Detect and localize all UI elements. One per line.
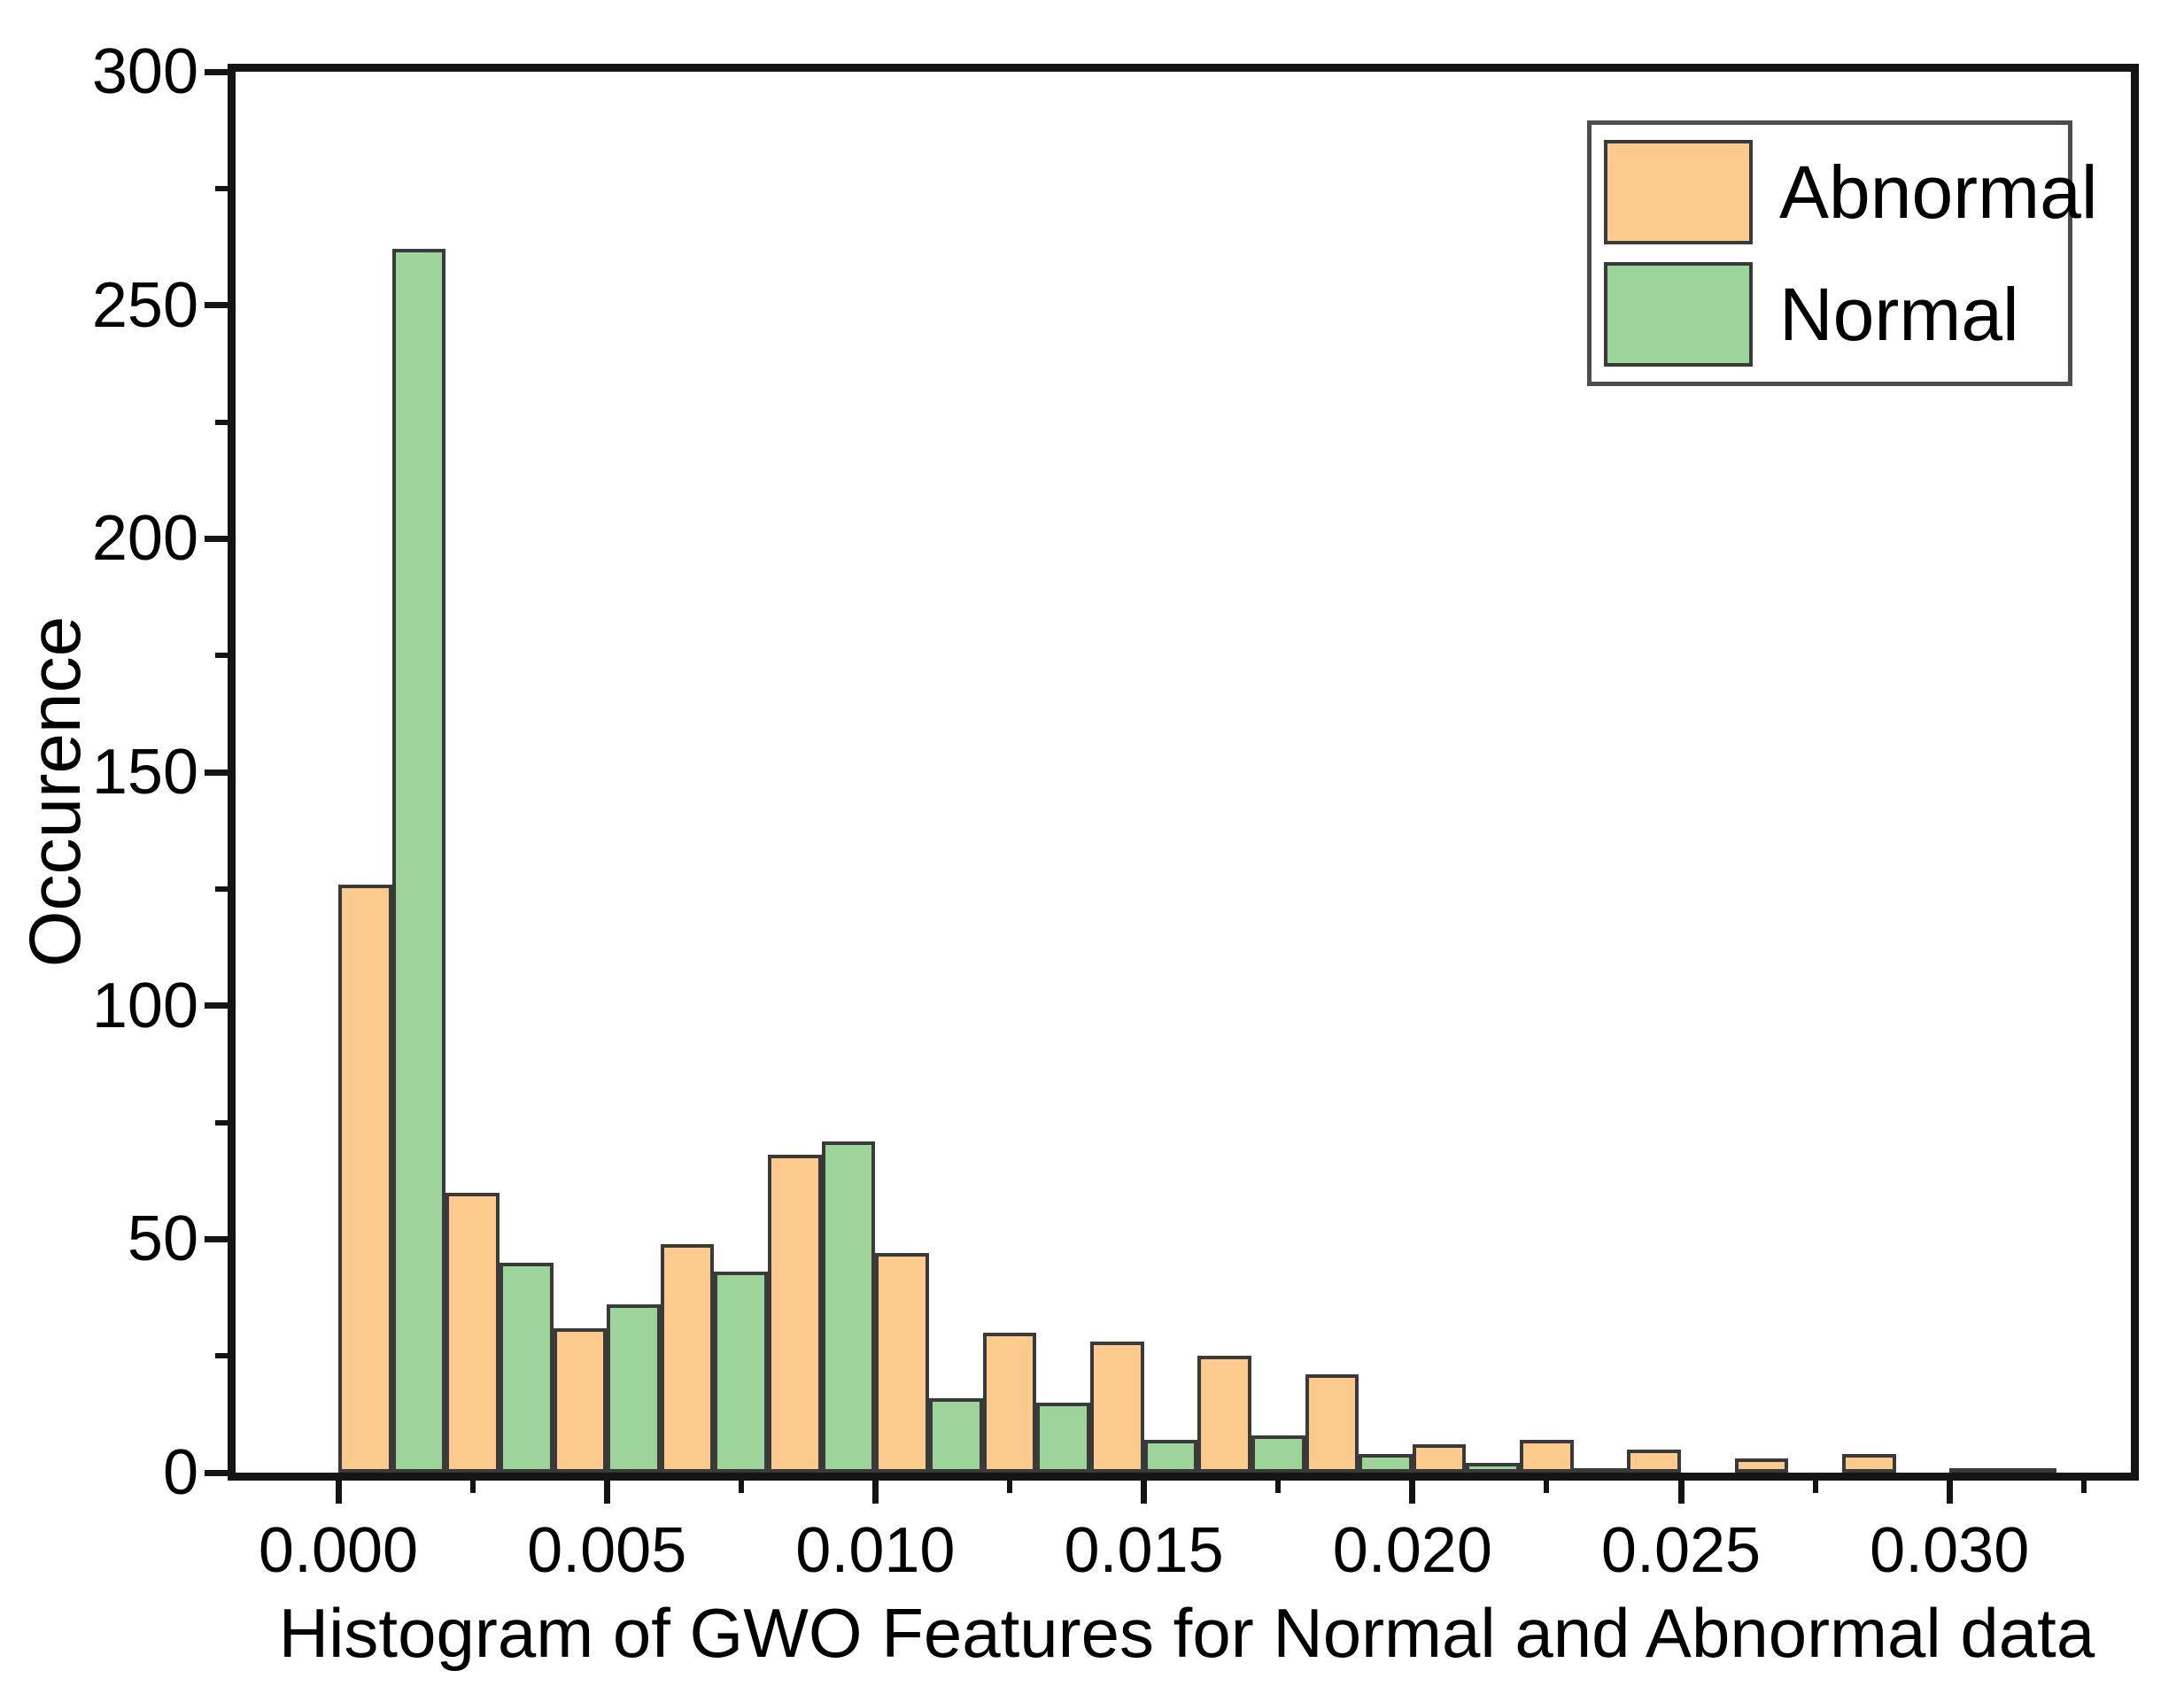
bar-normal-2	[607, 1304, 661, 1473]
x-major-tick	[871, 1481, 879, 1504]
x-minor-tick	[1812, 1481, 1818, 1493]
x-major-tick	[603, 1481, 610, 1504]
legend-label-normal: Normal	[1779, 273, 2019, 356]
x-major-tick	[1946, 1481, 1953, 1504]
y-tick-label: 100	[91, 970, 198, 1041]
bar-normal-11	[1573, 1467, 1628, 1475]
bar-abnormal-15	[1949, 1467, 2003, 1475]
bar-normal-1	[499, 1262, 554, 1473]
x-tick-label: 0.030	[1870, 1515, 2030, 1586]
x-tick-label: 0.025	[1600, 1515, 1762, 1586]
bar-normal-4	[821, 1141, 876, 1473]
x-major-tick	[1141, 1481, 1148, 1504]
bar-normal-10	[1466, 1463, 1521, 1473]
y-minor-tick	[215, 653, 228, 659]
legend-box: Abnormal Normal	[1587, 120, 2098, 386]
x-tick-label: 0.020	[1332, 1515, 1492, 1586]
y-minor-tick	[215, 1353, 228, 1359]
bar-normal-7	[1143, 1440, 1198, 1473]
x-minor-tick	[1275, 1481, 1282, 1493]
x-tick-label: 0.000	[258, 1515, 419, 1586]
legend-swatch-abnormal	[1604, 140, 1753, 244]
y-major-tick	[205, 1235, 228, 1242]
bar-normal-3	[714, 1272, 769, 1473]
y-tick-label: 200	[91, 503, 198, 575]
x-minor-tick	[1007, 1481, 1012, 1493]
y-minor-tick	[215, 185, 228, 191]
x-tick-label: 0.010	[795, 1515, 956, 1586]
y-tick-label: 250	[91, 269, 198, 341]
y-major-tick	[205, 769, 228, 776]
y-major-tick	[205, 1002, 228, 1009]
x-major-tick	[335, 1481, 342, 1504]
y-minor-tick	[215, 886, 228, 892]
bar-abnormal-3	[660, 1243, 715, 1473]
bar-abnormal-8	[1197, 1356, 1251, 1473]
bar-normal-9	[1359, 1453, 1413, 1473]
x-major-tick	[1677, 1481, 1684, 1504]
x-minor-tick	[1544, 1481, 1550, 1493]
x-minor-tick	[2080, 1481, 2087, 1493]
bar-abnormal-1	[445, 1192, 500, 1473]
x-tick-label: 0.005	[527, 1515, 687, 1586]
bar-normal-8	[1251, 1435, 1305, 1473]
bar-abnormal-10	[1412, 1444, 1467, 1473]
bar-abnormal-11	[1520, 1440, 1574, 1473]
bar-normal-5	[929, 1397, 983, 1473]
bar-abnormal-13	[1734, 1458, 1789, 1473]
x-tick-label: 0.015	[1064, 1515, 1224, 1586]
y-tick-label: 300	[91, 36, 198, 107]
legend-label-abnormal: Abnormal	[1779, 151, 2098, 234]
bar-abnormal-5	[875, 1253, 930, 1473]
x-minor-tick	[469, 1481, 476, 1493]
y-tick-label: 50	[127, 1203, 198, 1275]
x-minor-tick	[738, 1481, 744, 1493]
y-major-tick	[205, 68, 228, 75]
legend-row-abnormal: Abnormal	[1604, 131, 2098, 253]
bar-abnormal-4	[768, 1155, 822, 1473]
bar-abnormal-12	[1627, 1449, 1681, 1473]
bar-abnormal-14	[1841, 1453, 1896, 1473]
bar-abnormal-2	[553, 1327, 608, 1473]
bar-abnormal-0	[338, 884, 392, 1473]
bar-abnormal-7	[1089, 1342, 1144, 1473]
legend-row-normal: Normal	[1604, 253, 2056, 375]
y-major-tick	[205, 535, 228, 542]
y-major-tick	[205, 302, 228, 309]
y-tick-label: 150	[91, 737, 198, 808]
bar-normal-6	[1036, 1402, 1090, 1473]
chart-title: Histogram of GWO Features for Normal and…	[278, 1594, 2095, 1672]
y-minor-tick	[215, 419, 228, 425]
x-major-tick	[1409, 1481, 1416, 1504]
y-minor-tick	[215, 1119, 228, 1125]
legend-swatch-normal	[1604, 262, 1753, 367]
bar-normal-15	[2002, 1467, 2057, 1475]
y-major-tick	[205, 1469, 228, 1476]
y-tick-label: 0	[162, 1437, 198, 1508]
bar-normal-0	[391, 249, 446, 1473]
bar-abnormal-6	[982, 1332, 1037, 1473]
bar-abnormal-9	[1305, 1374, 1359, 1473]
